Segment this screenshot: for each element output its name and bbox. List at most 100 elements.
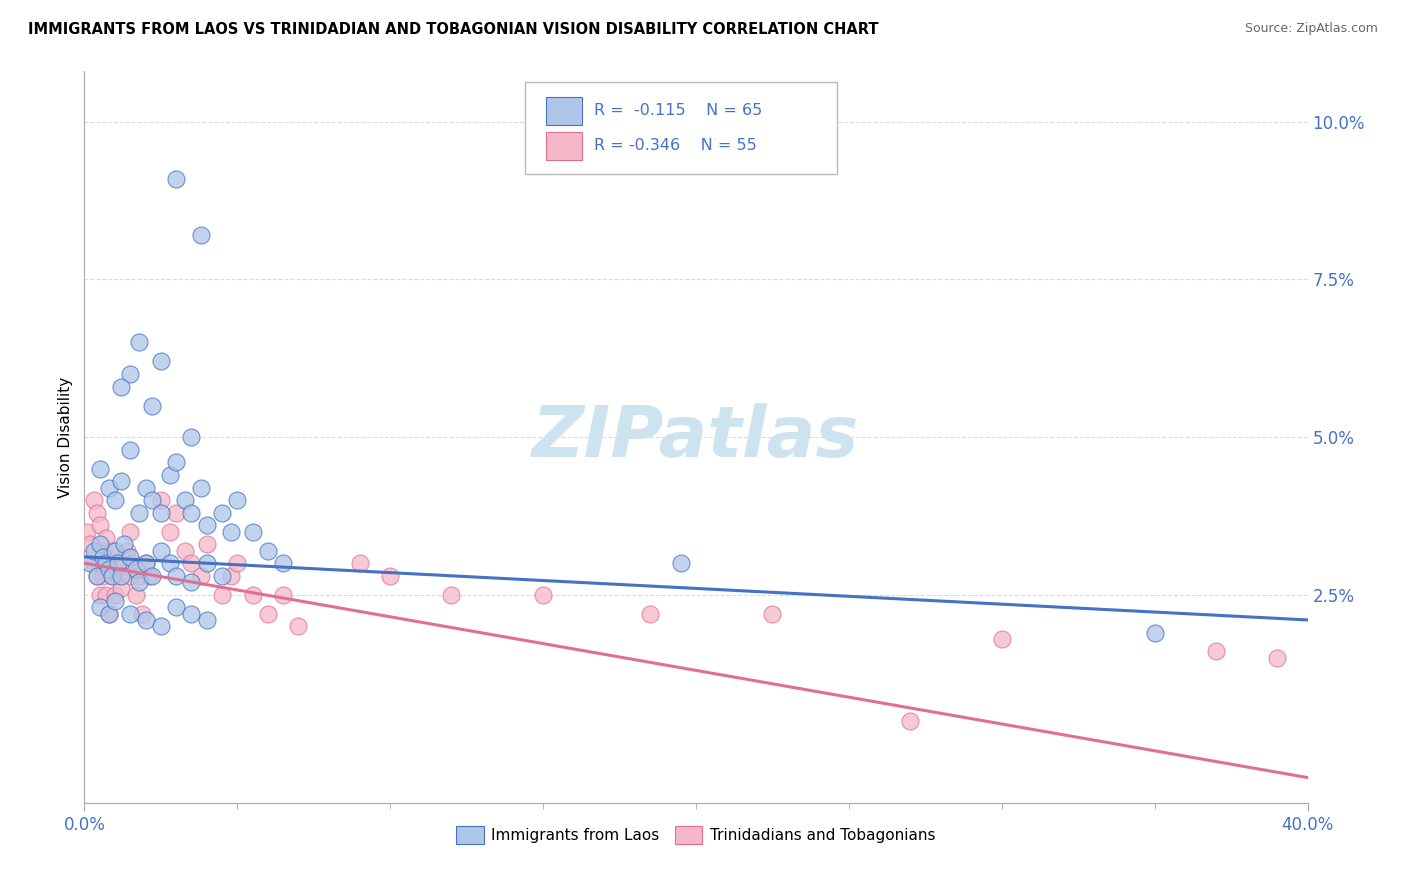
Point (761, 607, 783, 621)
Point (89, 600, 111, 615)
Point (271, 556, 294, 570)
Point (287, 619, 309, 633)
Point (91, 569, 114, 583)
Point (226, 493, 249, 508)
Point (190, 228, 212, 243)
Point (135, 556, 157, 570)
Point (120, 524, 142, 539)
Point (135, 613, 157, 627)
Point (195, 537, 218, 551)
Point (138, 569, 160, 583)
Point (86, 506, 108, 520)
Point (79, 556, 101, 570)
Point (104, 543, 127, 558)
Text: R =  -0.115    N = 65: R = -0.115 N = 65 (595, 103, 762, 119)
Point (242, 524, 264, 539)
Point (440, 588, 463, 602)
Point (110, 474, 132, 488)
Point (104, 588, 127, 602)
Point (219, 524, 242, 539)
Point (107, 569, 129, 583)
Bar (546, 132, 582, 160)
Point (159, 556, 181, 570)
Point (195, 518, 218, 533)
Point (115, 543, 138, 558)
Point (190, 569, 212, 583)
Point (190, 481, 212, 495)
Point (83, 493, 105, 508)
Point (226, 556, 249, 570)
Y-axis label: Vision Disability: Vision Disability (58, 376, 73, 498)
Point (83, 543, 105, 558)
Point (211, 569, 233, 583)
Point (97, 562, 120, 576)
Text: ZIPatlas: ZIPatlas (533, 402, 859, 472)
Point (112, 537, 135, 551)
Point (101, 569, 124, 583)
Point (91, 543, 114, 558)
Point (112, 556, 135, 570)
Point (97, 556, 120, 570)
Point (242, 588, 264, 602)
Point (257, 543, 280, 558)
Point (165, 455, 187, 469)
Point (89, 461, 111, 475)
Point (349, 556, 371, 570)
Point (91, 549, 114, 564)
Point (94, 531, 117, 545)
Point (165, 171, 187, 186)
Point (86, 569, 108, 583)
Point (120, 607, 142, 621)
Point (174, 493, 197, 508)
Point (120, 442, 142, 457)
Point (110, 379, 132, 393)
Point (89, 588, 111, 602)
Point (141, 569, 163, 583)
Point (83, 556, 105, 570)
Point (104, 493, 127, 508)
Point (271, 588, 294, 602)
Point (1265, 650, 1288, 665)
Point (1143, 625, 1166, 640)
Point (128, 506, 150, 520)
Point (97, 607, 120, 621)
Point (257, 607, 280, 621)
Point (79, 537, 101, 551)
Point (180, 575, 202, 590)
Point (219, 569, 242, 583)
Point (149, 493, 172, 508)
Point (135, 556, 157, 570)
Point (125, 588, 148, 602)
Point (159, 467, 181, 482)
Point (120, 367, 142, 381)
Point (94, 556, 117, 570)
Point (149, 506, 172, 520)
Point (211, 588, 233, 602)
Point (991, 632, 1014, 646)
Point (195, 556, 218, 570)
Text: IMMIGRANTS FROM LAOS VS TRINIDADIAN AND TOBAGONIAN VISION DISABILITY CORRELATION: IMMIGRANTS FROM LAOS VS TRINIDADIAN AND … (28, 22, 879, 37)
Point (149, 543, 172, 558)
Point (531, 588, 554, 602)
Point (89, 518, 111, 533)
Point (120, 569, 142, 583)
Point (125, 562, 148, 576)
Point (97, 607, 120, 621)
Point (104, 556, 127, 570)
Point (180, 430, 202, 444)
Point (76, 524, 98, 539)
Point (104, 594, 127, 608)
Point (669, 556, 692, 570)
Point (174, 543, 197, 558)
Point (110, 569, 132, 583)
Point (122, 556, 145, 570)
Point (165, 600, 187, 615)
Point (149, 354, 172, 368)
Text: Source: ZipAtlas.com: Source: ZipAtlas.com (1244, 22, 1378, 36)
Point (86, 569, 108, 583)
Point (101, 543, 124, 558)
Point (89, 537, 111, 551)
FancyBboxPatch shape (524, 82, 837, 174)
Point (180, 607, 202, 621)
Point (898, 714, 921, 728)
